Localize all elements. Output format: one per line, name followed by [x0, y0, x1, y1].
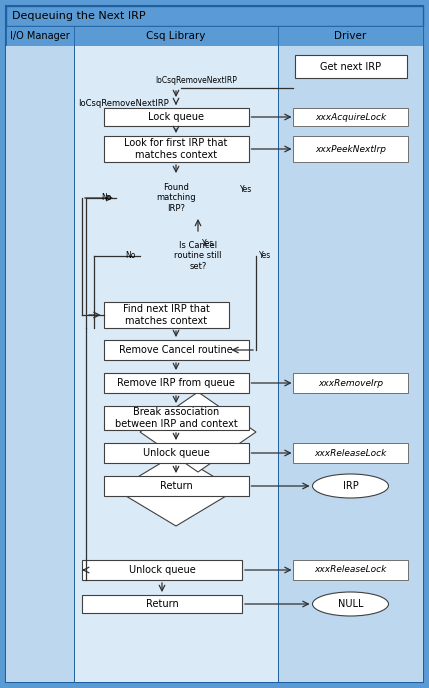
Bar	[103, 340, 248, 360]
Text: Yes: Yes	[240, 186, 252, 195]
Polygon shape	[116, 454, 236, 526]
Bar	[6, 26, 74, 46]
Text: Is Cancel
routine still
set?: Is Cancel routine still set?	[174, 241, 222, 271]
Polygon shape	[140, 392, 256, 472]
Bar	[82, 560, 242, 580]
Text: xxxAcquireLock: xxxAcquireLock	[315, 113, 386, 122]
Bar	[293, 560, 408, 580]
Bar	[103, 136, 248, 162]
Text: Lock queue: Lock queue	[148, 112, 204, 122]
Text: Return: Return	[145, 599, 178, 609]
Text: NULL: NULL	[338, 599, 363, 609]
Bar	[6, 26, 423, 46]
Text: Find next IRP that
matches context: Find next IRP that matches context	[123, 304, 209, 326]
Bar	[6, 46, 74, 682]
Text: xxxReleaseLock: xxxReleaseLock	[314, 449, 387, 458]
Text: IoCsqRemoveNextIRP: IoCsqRemoveNextIRP	[155, 76, 237, 85]
Text: Yes: Yes	[202, 239, 214, 248]
Text: Get next IRP: Get next IRP	[320, 61, 381, 72]
Text: Csq Library: Csq Library	[146, 31, 205, 41]
Text: xxxReleaseLock: xxxReleaseLock	[314, 566, 387, 574]
Bar	[293, 108, 408, 126]
Bar	[6, 6, 423, 26]
Bar	[74, 26, 278, 46]
Ellipse shape	[312, 474, 389, 498]
Bar	[103, 302, 229, 328]
Bar	[278, 46, 423, 682]
Bar	[293, 136, 408, 162]
Text: Remove Cancel routine: Remove Cancel routine	[119, 345, 233, 355]
Bar	[278, 26, 423, 46]
Text: No: No	[102, 193, 112, 202]
Text: Driver: Driver	[334, 31, 367, 41]
Text: Unlock queue: Unlock queue	[129, 565, 195, 575]
Bar	[293, 373, 408, 393]
Text: Unlock queue: Unlock queue	[142, 448, 209, 458]
Ellipse shape	[312, 592, 389, 616]
Bar	[103, 406, 248, 430]
Text: Look for first IRP that
matches context: Look for first IRP that matches context	[124, 138, 228, 160]
Text: I/O Manager: I/O Manager	[10, 31, 70, 41]
Text: Remove IRP from queue: Remove IRP from queue	[117, 378, 235, 388]
Text: Break association
between IRP and context: Break association between IRP and contex…	[115, 407, 237, 429]
Text: IRP: IRP	[343, 481, 358, 491]
Text: Dequeuing the Next IRP: Dequeuing the Next IRP	[12, 11, 145, 21]
Bar	[293, 443, 408, 463]
Text: Return: Return	[160, 481, 192, 491]
Bar	[103, 373, 248, 393]
Text: Found
matching
IRP?: Found matching IRP?	[156, 183, 196, 213]
Text: IoCsqRemoveNextIRP: IoCsqRemoveNextIRP	[78, 99, 169, 108]
Bar	[294, 55, 407, 78]
Text: xxxPeekNextIrp: xxxPeekNextIrp	[315, 144, 386, 153]
Text: xxxRemoveIrp: xxxRemoveIrp	[318, 378, 383, 387]
Bar	[82, 595, 242, 613]
Bar	[74, 46, 278, 682]
Bar	[103, 476, 248, 496]
Text: No: No	[126, 252, 136, 261]
Bar	[103, 108, 248, 126]
Text: Yes: Yes	[259, 252, 271, 261]
Bar	[103, 443, 248, 463]
